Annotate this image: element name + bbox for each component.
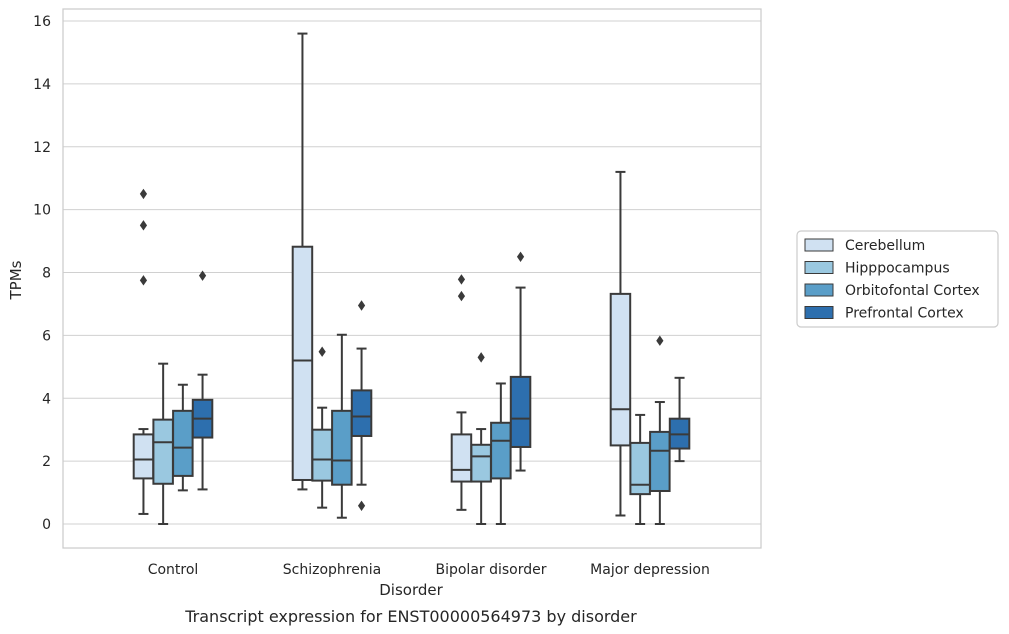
legend-swatch bbox=[804, 238, 834, 252]
x-tick-label: Major depression bbox=[590, 562, 710, 578]
y-axis-title: TPMs bbox=[7, 260, 25, 300]
legend-label: Hipppocampus bbox=[845, 261, 950, 277]
legend-swatch bbox=[804, 306, 834, 319]
y-tick-label: 4 bbox=[42, 391, 51, 407]
legend-label: Cerebellum bbox=[845, 238, 925, 254]
legend-swatch bbox=[804, 261, 834, 274]
box bbox=[291, 32, 314, 491]
box bbox=[470, 352, 492, 525]
x-tick-label: Schizophrenia bbox=[283, 562, 381, 578]
box-iqr bbox=[629, 441, 651, 496]
box-iqr bbox=[350, 389, 373, 437]
box-iqr bbox=[331, 409, 353, 486]
box bbox=[490, 382, 512, 525]
x-tick-labels: Control Schizophrenia Bipolar disorder Majo… bbox=[148, 562, 710, 578]
box bbox=[331, 333, 353, 519]
outlier-point bbox=[516, 251, 525, 262]
box-iqr bbox=[509, 375, 532, 448]
box bbox=[668, 376, 691, 463]
box bbox=[629, 413, 651, 525]
box-iqr bbox=[311, 428, 333, 482]
y-tick-label: 0 bbox=[42, 517, 51, 533]
box bbox=[350, 300, 373, 511]
box bbox=[649, 335, 671, 525]
legend-frame bbox=[796, 230, 999, 328]
y-tick-label: 2 bbox=[42, 454, 51, 470]
box-iqr bbox=[649, 430, 671, 492]
box-iqr bbox=[132, 433, 155, 480]
box-iqr bbox=[609, 292, 632, 447]
outlier-point bbox=[318, 346, 326, 357]
box-iqr bbox=[470, 443, 492, 483]
outlier-point bbox=[457, 290, 466, 302]
box-series bbox=[132, 32, 691, 525]
outlier-point bbox=[477, 352, 485, 363]
box bbox=[311, 346, 333, 509]
box bbox=[172, 383, 194, 492]
y-tick-label: 6 bbox=[42, 328, 51, 344]
box-iqr bbox=[152, 418, 174, 485]
box-iqr bbox=[291, 245, 314, 481]
legend-label: Orbitofontal Cortex bbox=[845, 283, 980, 299]
legend-swatch bbox=[804, 283, 834, 297]
y-tick-label: 10 bbox=[33, 203, 51, 219]
outlier-point bbox=[139, 188, 148, 200]
outlier-point bbox=[357, 300, 366, 311]
box bbox=[609, 170, 632, 517]
box bbox=[450, 274, 473, 511]
figure-caption: Transcript expression for ENST0000056497… bbox=[184, 607, 637, 626]
outlier-point bbox=[457, 274, 466, 285]
box bbox=[509, 251, 532, 472]
box-iqr bbox=[450, 433, 473, 483]
plot-frame bbox=[62, 8, 762, 549]
legend-label: Prefrontal Cortex bbox=[845, 306, 964, 322]
y-tick-labels: 0 2 4 6 8 10 12 14 16 bbox=[33, 14, 51, 533]
y-tick-label: 12 bbox=[33, 140, 51, 156]
outlier-point bbox=[139, 275, 148, 286]
box bbox=[191, 270, 214, 491]
box bbox=[132, 188, 155, 515]
box-iqr bbox=[490, 421, 512, 480]
legend: Cerebellum Hipppocampus Orbitofontal Corte… bbox=[796, 230, 999, 328]
x-tick-label: Control bbox=[148, 562, 199, 578]
x-axis-title: Disorder bbox=[379, 581, 443, 599]
outlier-point bbox=[198, 270, 207, 281]
outlier-point bbox=[357, 500, 366, 511]
y-tick-label: 14 bbox=[33, 77, 51, 93]
y-tick-label: 8 bbox=[42, 266, 51, 282]
box-iqr bbox=[172, 409, 194, 477]
y-tick-label: 16 bbox=[33, 14, 51, 30]
outlier-point bbox=[139, 220, 148, 231]
x-tick-label: Bipolar disorder bbox=[435, 562, 546, 578]
outlier-point bbox=[656, 335, 664, 346]
box bbox=[152, 362, 174, 525]
